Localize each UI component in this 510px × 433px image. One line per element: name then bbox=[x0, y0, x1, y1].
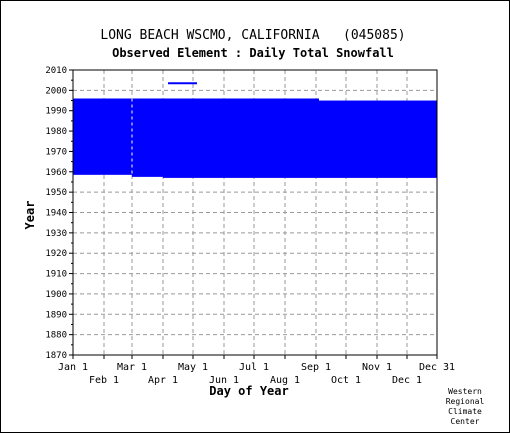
chart-subtitle: Observed Element : Daily Total Snowfall bbox=[112, 46, 394, 60]
record-bar bbox=[73, 98, 132, 175]
x-tick-label: Apr 1 bbox=[148, 375, 178, 386]
x-tick-label: Aug 1 bbox=[270, 375, 300, 386]
y-tick-label: 1960 bbox=[45, 168, 67, 178]
credit-line: Western bbox=[448, 387, 482, 396]
y-axis-label: Year bbox=[23, 201, 37, 230]
x-tick-label: Dec 31 bbox=[419, 362, 455, 373]
y-tick-label: 1890 bbox=[45, 310, 67, 320]
x-tick-label: Jan 1 bbox=[58, 362, 88, 373]
y-tick-label: 2000 bbox=[45, 86, 67, 96]
y-tick-label: 1910 bbox=[45, 270, 67, 280]
plot-border bbox=[72, 69, 438, 356]
y-tick-label: 1900 bbox=[45, 290, 67, 300]
x-tick-label: May 1 bbox=[178, 362, 208, 373]
credit-line: Center bbox=[450, 417, 480, 426]
credit-line: Climate bbox=[448, 407, 482, 416]
x-tick-label: Nov 1 bbox=[362, 362, 392, 373]
y-tick-label: 1980 bbox=[45, 127, 67, 137]
x-tick-label: Feb 1 bbox=[89, 375, 119, 386]
x-tick-label: Jul 1 bbox=[239, 362, 269, 373]
y-tick-label: 1920 bbox=[45, 249, 67, 259]
y-tick-label: 1930 bbox=[45, 229, 67, 239]
x-tick-label: Mar 1 bbox=[117, 362, 147, 373]
record-bar bbox=[163, 98, 319, 178]
x-tick-label: Oct 1 bbox=[331, 375, 361, 386]
wrcc-credit: Western Regional Climate Center bbox=[435, 387, 495, 427]
y-tick-label: 2010 bbox=[45, 66, 67, 76]
record-bar bbox=[319, 100, 437, 178]
x-axis-label: Day of Year bbox=[209, 384, 288, 398]
plot-area: 2010 2000 1990 1980 1970 1960 1950 1940 1930 1920… bbox=[45, 66, 455, 386]
y-tick-label: 1880 bbox=[45, 331, 67, 341]
y-tick-label: 1940 bbox=[45, 209, 67, 219]
record-bar bbox=[132, 98, 163, 177]
y-tick-label: 1950 bbox=[45, 188, 67, 198]
y-tick-label: 1990 bbox=[45, 107, 67, 117]
x-tick-label: Jun 1 bbox=[209, 375, 239, 386]
x-tick-label: Dec 1 bbox=[392, 375, 422, 386]
x-tick-label: Sep 1 bbox=[301, 362, 331, 373]
chart-title: LONG BEACH WSCMO, CALIFORNIA (045085) bbox=[100, 28, 405, 43]
credit-line: Regional bbox=[445, 397, 485, 406]
y-tick-label: 1870 bbox=[45, 351, 67, 361]
y-tick-label: 1970 bbox=[45, 147, 67, 157]
